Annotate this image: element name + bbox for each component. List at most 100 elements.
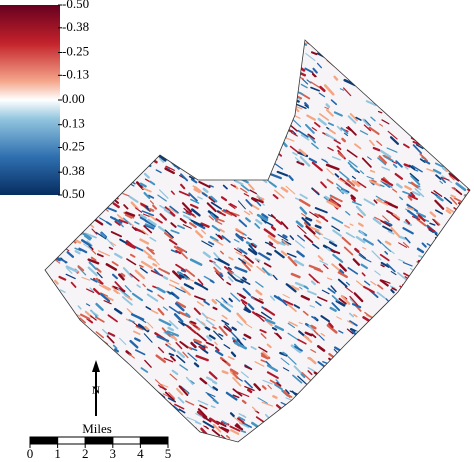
- texture-stroke: [274, 189, 285, 199]
- texture-stroke: [383, 220, 393, 227]
- texture-stroke: [92, 40, 97, 44]
- texture-stroke: [93, 148, 101, 155]
- texture-stroke: [430, 105, 440, 112]
- texture-stroke: [136, 398, 141, 402]
- texture-stroke: [89, 401, 95, 407]
- texture-stroke: [243, 254, 254, 264]
- texture-stroke: [431, 418, 437, 423]
- texture-stroke: [354, 179, 361, 187]
- texture-stroke: [263, 262, 272, 268]
- texture-stroke: [460, 267, 469, 274]
- texture-stroke: [152, 89, 164, 96]
- texture-stroke: [279, 86, 290, 94]
- texture-stroke: [135, 84, 148, 94]
- texture-stroke: [185, 426, 192, 431]
- texture-stroke: [123, 204, 129, 210]
- texture-stroke: [435, 247, 440, 251]
- texture-stroke: [153, 115, 158, 119]
- texture-stroke: [45, 415, 48, 423]
- texture-stroke: [55, 371, 62, 376]
- texture-stroke: [418, 332, 424, 337]
- texture-stroke: [418, 416, 423, 421]
- texture-stroke: [93, 288, 101, 295]
- texture-stroke: [118, 396, 124, 400]
- texture-stroke: [284, 429, 292, 437]
- texture-stroke: [254, 89, 263, 99]
- texture-stroke: [261, 213, 269, 219]
- texture-stroke: [459, 117, 470, 125]
- texture-stroke: [105, 263, 118, 271]
- texture-stroke: [332, 229, 342, 237]
- texture-stroke: [255, 134, 266, 144]
- texture-stroke: [307, 133, 316, 140]
- texture-stroke: [336, 377, 349, 384]
- texture-stroke: [362, 118, 370, 126]
- texture-stroke: [311, 315, 318, 321]
- texture-stroke: [78, 341, 85, 348]
- texture-stroke: [153, 71, 166, 78]
- texture-stroke: [464, 130, 470, 136]
- texture-stroke: [312, 67, 318, 74]
- texture-stroke: [194, 58, 201, 63]
- texture-stroke: [174, 154, 180, 160]
- texture-stroke: [317, 296, 328, 302]
- texture-stroke: [416, 292, 423, 299]
- texture-stroke: [130, 201, 139, 210]
- texture-stroke: [237, 417, 245, 424]
- texture-stroke: [280, 250, 288, 257]
- texture-stroke: [134, 349, 146, 356]
- texture-stroke: [220, 113, 227, 117]
- texture-stroke: [261, 385, 267, 390]
- texture-stroke: [249, 294, 256, 301]
- texture-stroke: [447, 95, 457, 103]
- texture-stroke: [241, 302, 247, 307]
- texture-stroke: [195, 354, 209, 362]
- texture-stroke: [355, 400, 367, 408]
- texture-stroke: [344, 426, 350, 432]
- texture-stroke: [167, 291, 175, 296]
- texture-stroke: [253, 123, 265, 131]
- texture-stroke: [443, 88, 452, 97]
- texture-stroke: [329, 378, 339, 384]
- texture-stroke: [333, 75, 339, 81]
- texture-stroke: [114, 383, 123, 390]
- texture-stroke: [377, 79, 384, 86]
- texture-stroke: [235, 233, 244, 242]
- texture-stroke: [384, 240, 392, 246]
- texture-stroke: [402, 261, 413, 267]
- texture-stroke: [457, 270, 466, 277]
- texture-stroke: [228, 101, 235, 107]
- texture-stroke: [149, 393, 162, 401]
- texture-stroke: [213, 51, 220, 57]
- texture-stroke: [277, 233, 289, 241]
- texture-stroke: [272, 274, 278, 281]
- texture-stroke: [391, 321, 402, 329]
- texture-stroke: [403, 163, 411, 168]
- texture-stroke: [312, 398, 321, 408]
- texture-stroke: [314, 207, 328, 214]
- texture-stroke: [330, 195, 343, 203]
- texture-stroke: [444, 162, 449, 167]
- texture-stroke: [378, 87, 388, 93]
- texture-stroke: [440, 69, 446, 75]
- texture-stroke: [59, 289, 66, 293]
- texture-stroke: [282, 141, 288, 148]
- texture-stroke: [461, 225, 469, 230]
- texture-stroke: [234, 247, 243, 254]
- texture-stroke: [319, 400, 331, 406]
- texture-stroke: [338, 369, 344, 374]
- texture-stroke: [366, 342, 374, 351]
- texture-stroke: [374, 365, 381, 371]
- texture-stroke: [238, 127, 248, 133]
- texture-stroke: [425, 40, 437, 47]
- texture-stroke: [237, 47, 248, 58]
- texture-stroke: [206, 202, 217, 213]
- texture-stroke: [424, 307, 429, 311]
- texture-stroke: [353, 50, 361, 58]
- texture-stroke: [401, 360, 413, 367]
- texture-stroke: [268, 181, 277, 188]
- texture-stroke: [99, 378, 110, 386]
- texture-stroke: [67, 379, 75, 385]
- texture-stroke: [160, 109, 166, 113]
- texture-stroke: [248, 439, 256, 442]
